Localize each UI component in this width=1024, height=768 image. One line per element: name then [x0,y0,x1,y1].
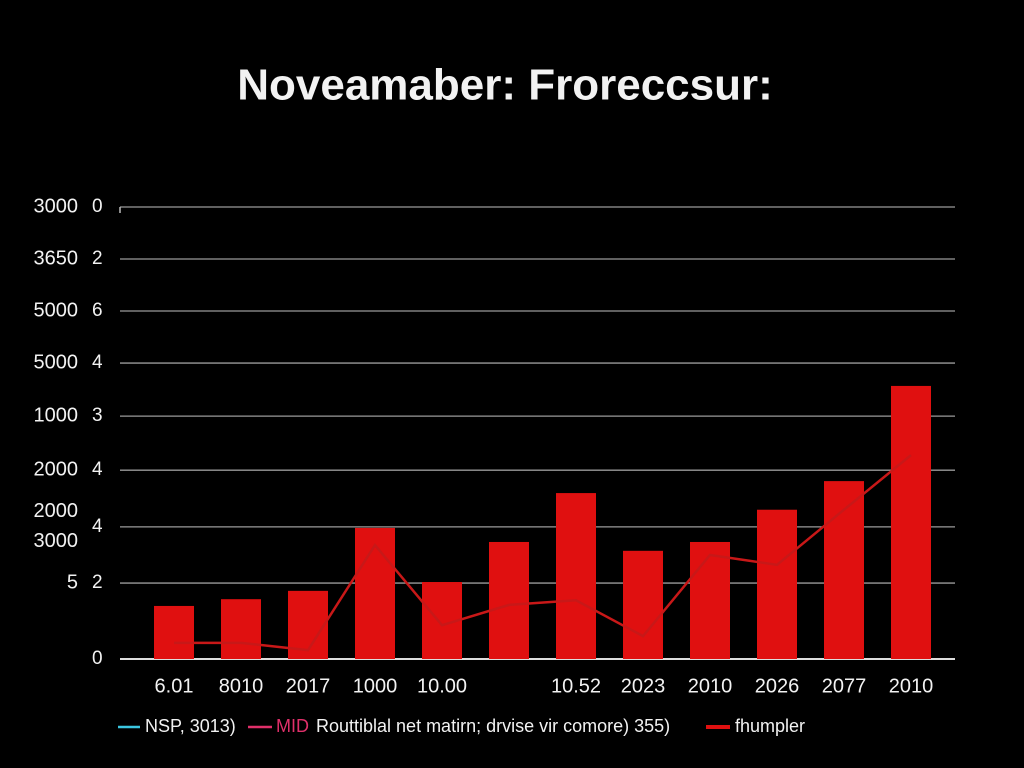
y-tick-label: 6 [92,300,103,321]
y-tick-label: 2 [92,248,103,269]
bar [556,493,596,659]
y-outer-label: 1000 [34,404,79,426]
legend-label: MID [276,716,309,736]
bar [824,481,864,659]
line [174,454,912,652]
y-tick-label: 3 [92,405,103,426]
x-tick-label: 10.52 [551,675,601,697]
bar [891,385,931,659]
y-outer-label: 5 [67,571,78,593]
y-outer-label: 3000 [34,195,79,217]
x-tick-label: 2017 [286,675,331,697]
bar [757,509,797,659]
y-tick-label: 0 [92,196,103,217]
bar [690,541,730,659]
y-outer-label: 5000 [34,299,79,321]
y-outer-label: 2000 [34,500,79,522]
bar [154,605,194,659]
x-tick-label: 10.00 [417,675,467,697]
legend-label: fhumpler [735,716,805,736]
x-tick-label: 8010 [219,675,264,697]
x-tick-label: 2010 [688,675,733,697]
bar [489,541,529,659]
x-tick-label: 2023 [621,675,666,697]
legend-note: Routtiblal net matirn; drvise vir comore… [316,716,670,736]
bar [221,599,261,659]
y-tick-label: 4 [92,459,103,480]
bar [623,550,663,659]
x-tick-label: 1000 [353,675,398,697]
y-tick-label: 4 [92,352,103,373]
chart-title: Noveamaber: Froreccsur: [237,61,773,110]
y-tick-label: 4 [92,516,103,537]
y-outer-label: 5000 [34,351,79,373]
x-tick-label: 2077 [822,675,867,697]
y-tick-label: 2 [92,572,103,593]
x-tick-label: 2026 [755,675,800,697]
x-tick-label: 6.01 [155,675,194,697]
legend-label: NSP, 3013) [145,716,236,736]
y-outer-label: 3650 [34,247,79,269]
x-tick-label: 2010 [889,675,934,697]
y-outer-label: 2000 [34,458,79,480]
y-tick-label: 0 [92,648,103,669]
bar [355,527,395,659]
y-outer-label: 3000 [34,530,79,552]
